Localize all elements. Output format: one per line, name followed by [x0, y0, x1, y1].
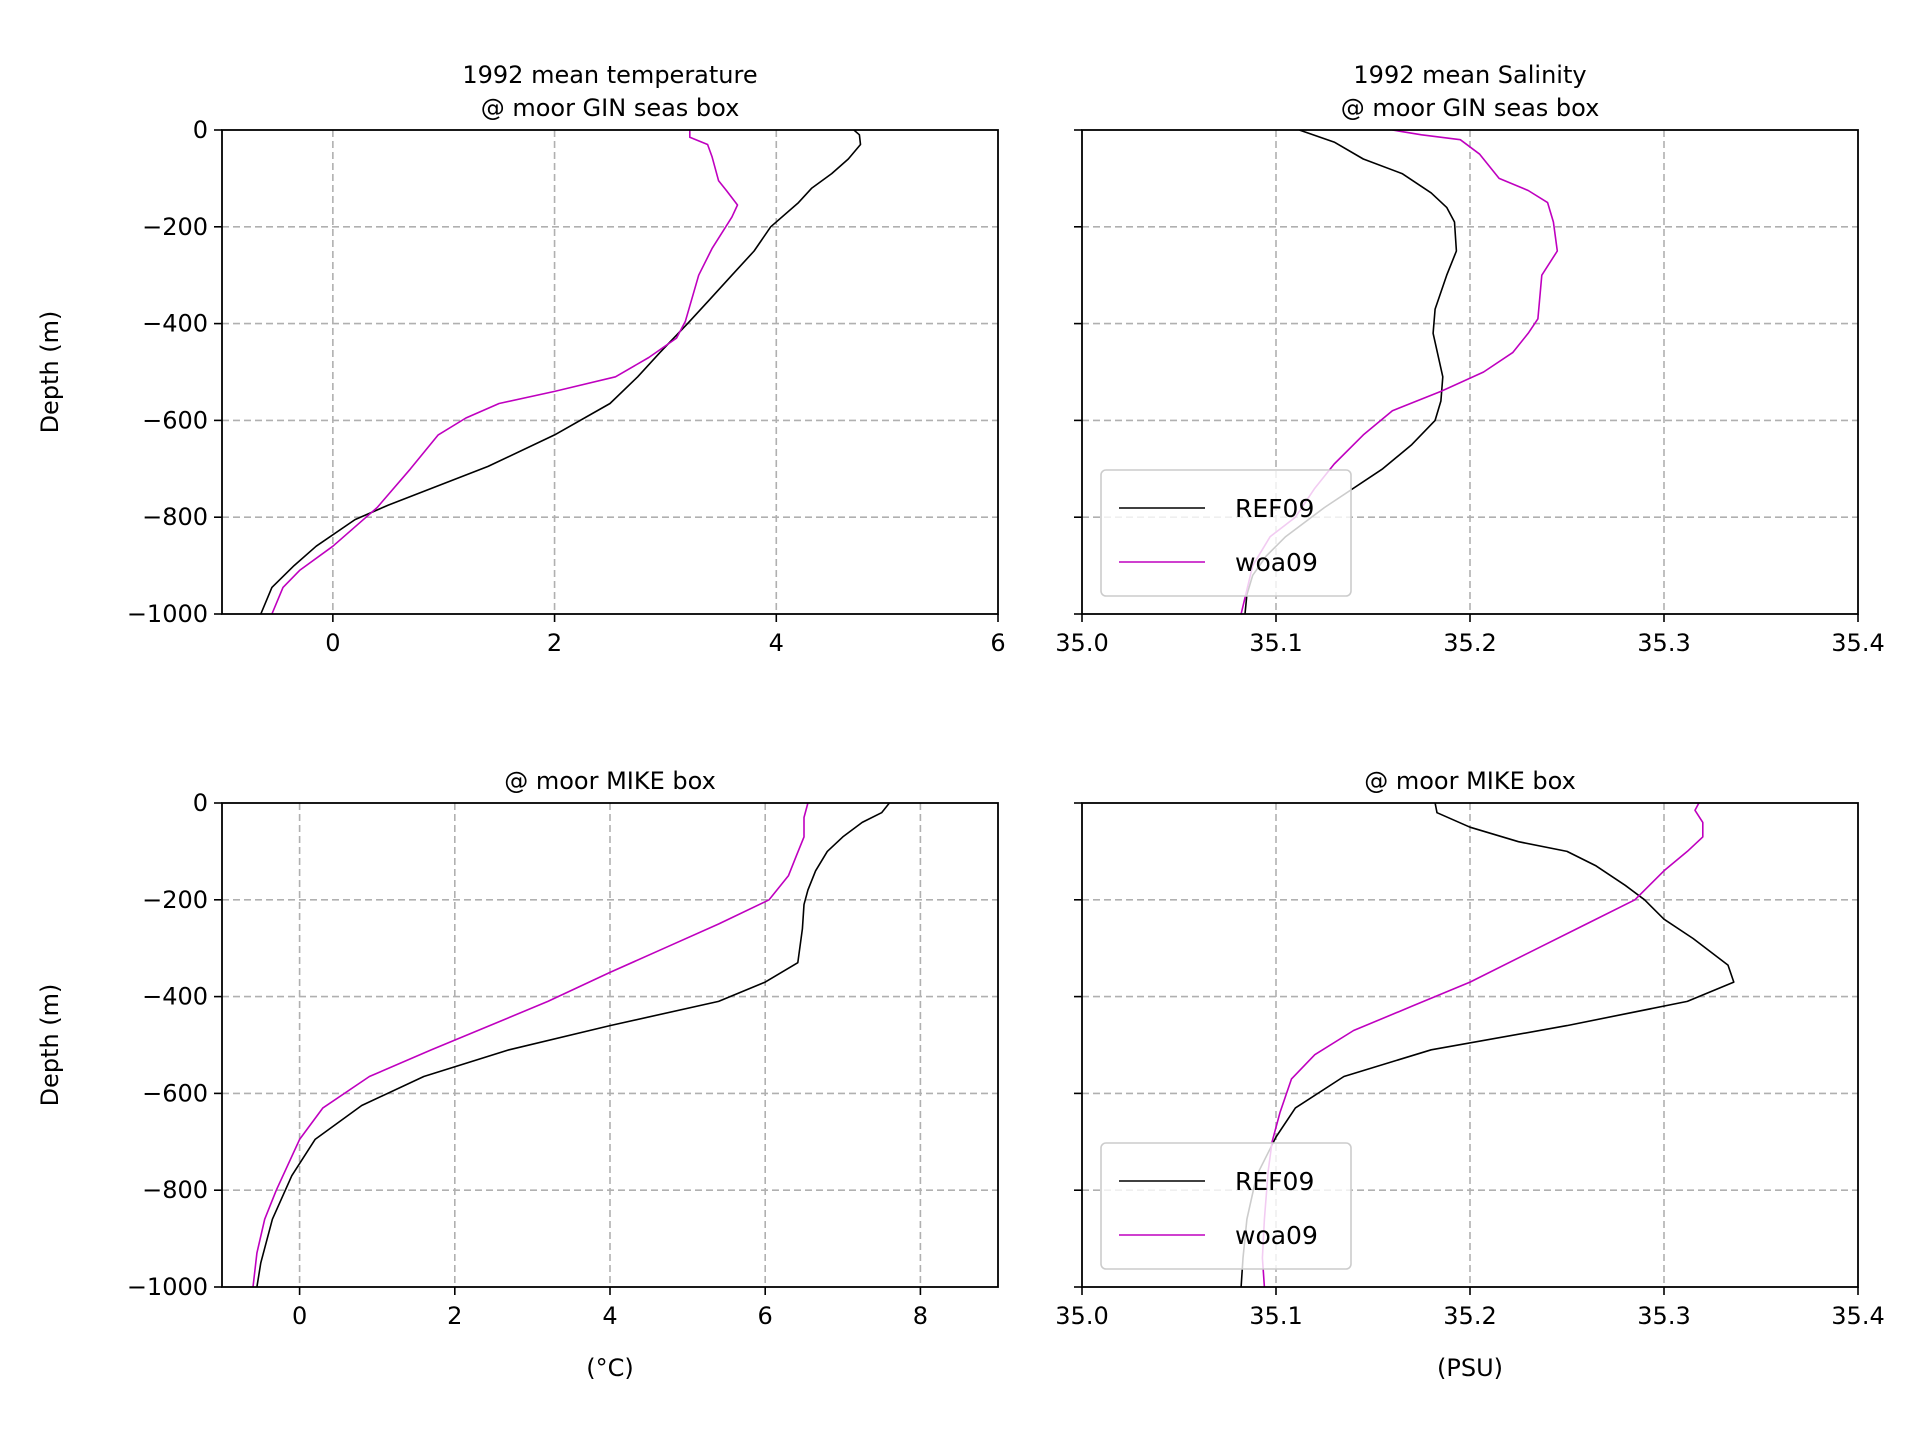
y-tick-label: −600	[142, 406, 208, 434]
legend: REF09 woa09	[1100, 469, 1352, 597]
series-line-REF09	[256, 803, 891, 1287]
x-tick-label: 35.4	[1831, 1302, 1884, 1330]
x-tick-label: 35.2	[1443, 1302, 1496, 1330]
x-tick-label: 2	[447, 1302, 462, 1330]
y-tick-label: −1000	[127, 1273, 208, 1301]
chart-title: @ moor GIN seas box	[481, 94, 740, 122]
y-tick-label: −800	[142, 1176, 208, 1204]
chart-title: @ moor MIKE box	[504, 767, 716, 795]
y-tick-label: −200	[142, 886, 208, 914]
y-tick-label: −800	[142, 503, 208, 531]
x-tick-label: 2	[547, 629, 562, 657]
series-line-REF09	[260, 130, 862, 614]
chart-panel-1: 0 2 4 6 0 −200 −400 −600 −800 −1000 1992 mean temp…	[36, 61, 1006, 657]
y-tick-label: −200	[142, 213, 208, 241]
y-tick-label: 0	[193, 116, 208, 144]
chart-panel-4: 35.0 35.1 35.2 35.3 35.4 @ moor MIKE box (PSU)…	[1055, 767, 1884, 1382]
chart-panel-3: 0 2 4 6 8 0 −200 −400 −600 −800 −1000 @ moor MIKE b…	[36, 767, 999, 1382]
x-tick-label: 35.3	[1637, 629, 1690, 657]
legend-label-REF09: REF09	[1235, 1167, 1314, 1196]
x-tick-label: 4	[602, 1302, 617, 1330]
x-tick-label: 35.1	[1249, 629, 1302, 657]
x-axis-label: (°C)	[586, 1354, 633, 1382]
x-tick-label: 6	[990, 629, 1005, 657]
x-axis-label: (PSU)	[1437, 1354, 1503, 1382]
legend-box	[1100, 469, 1352, 597]
y-tick-label: −1000	[127, 600, 208, 628]
legend-label-woa09: woa09	[1235, 1221, 1318, 1250]
chart-title: 1992 mean Salinity	[1353, 61, 1586, 89]
y-tick-label: −600	[142, 1079, 208, 1107]
y-axis-label: Depth (m)	[36, 984, 64, 1107]
legend-box	[1100, 1142, 1352, 1270]
chart-title: @ moor GIN seas box	[1341, 94, 1600, 122]
chart-title: @ moor MIKE box	[1364, 767, 1576, 795]
y-axis-label: Depth (m)	[36, 311, 64, 434]
x-tick-label: 35.2	[1443, 629, 1496, 657]
y-tick-label: −400	[142, 983, 208, 1011]
x-tick-label: 0	[292, 1302, 307, 1330]
chart-panel-2: 35.0 35.1 35.2 35.3 35.4 1992 mean Salinity @ …	[1055, 61, 1884, 657]
x-tick-label: 8	[913, 1302, 928, 1330]
axes-frame	[221, 129, 999, 615]
x-tick-label: 4	[769, 629, 784, 657]
legend: REF09 woa09	[1100, 1142, 1352, 1270]
chart-title: 1992 mean temperature	[462, 61, 757, 89]
x-tick-label: 35.4	[1831, 629, 1884, 657]
x-tick-label: 6	[758, 1302, 773, 1330]
x-tick-label: 35.3	[1637, 1302, 1690, 1330]
y-tick-label: −400	[142, 310, 208, 338]
legend-label-woa09: woa09	[1235, 548, 1318, 577]
x-tick-label: 35.0	[1055, 629, 1108, 657]
x-tick-label: 0	[325, 629, 340, 657]
legend-label-REF09: REF09	[1235, 494, 1314, 523]
x-tick-label: 35.1	[1249, 1302, 1302, 1330]
series-line-woa09	[252, 803, 809, 1287]
x-tick-label: 35.0	[1055, 1302, 1108, 1330]
y-tick-label: 0	[193, 789, 208, 817]
series-line-woa09	[271, 130, 739, 614]
